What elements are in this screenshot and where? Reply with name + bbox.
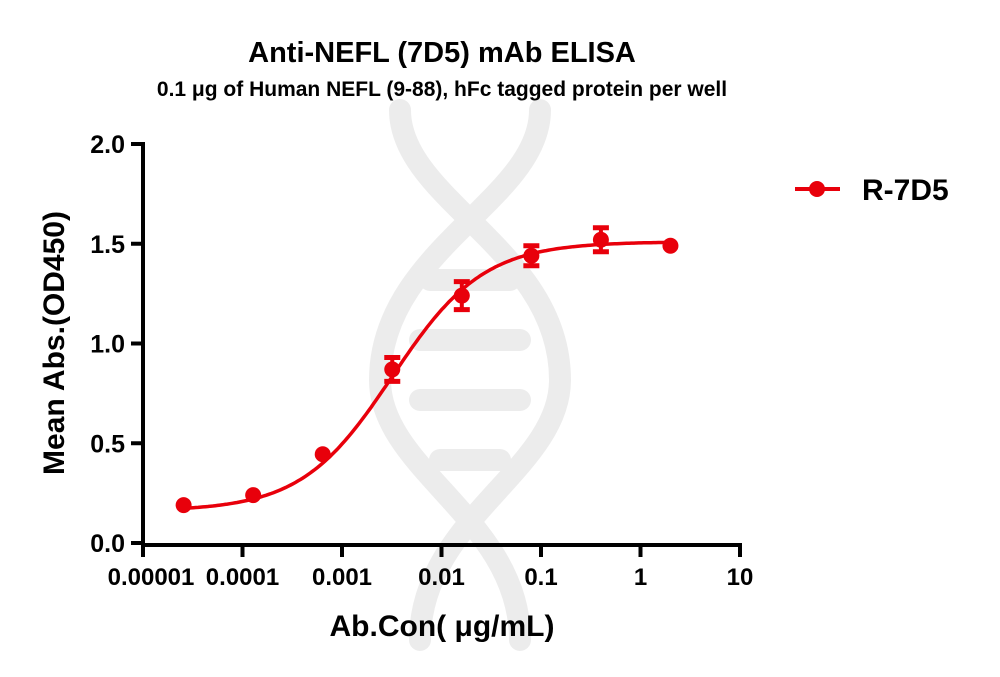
y-tick-label: 1.0	[90, 331, 125, 359]
x-tick-label: 0.0001	[206, 564, 279, 591]
legend-label: R-7D5	[862, 174, 949, 207]
x-tick-label: 0.1	[524, 564, 557, 591]
x-tick-label: 10	[727, 564, 754, 591]
fit-curve	[183, 240, 671, 511]
x-axis-label: Ab.Con( μg/mL)	[330, 610, 555, 643]
y-axis-label: Mean Abs.(OD450)	[38, 211, 71, 475]
x-tick-label: 0.001	[312, 564, 372, 591]
data-point	[523, 247, 540, 264]
legend-marker	[809, 181, 825, 197]
y-tick-label: 1.5	[90, 231, 125, 259]
data-point	[245, 487, 262, 504]
legend: R-7D5	[795, 174, 949, 207]
data-point	[453, 287, 470, 304]
y-tick-label: 0.0	[90, 530, 125, 558]
data-point	[592, 231, 609, 248]
x-tick-label: 0.00001	[108, 564, 195, 591]
x-tick-label: 1	[634, 564, 647, 591]
chart-subtitle: 0.1 μg of Human NEFL (9-88), hFc tagged …	[157, 78, 727, 101]
data-point	[175, 497, 192, 514]
data-marks	[175, 225, 679, 514]
axes: 0.0 0.5 1.0 1.5 2.0 0.00001 0.0001 0.001 0.01 0.1…	[90, 131, 753, 591]
data-point	[314, 446, 331, 463]
y-tick-label: 2.0	[90, 131, 125, 159]
watermark	[368, 99, 572, 651]
x-tick-label: 0.01	[418, 564, 465, 591]
data-point	[662, 237, 679, 254]
y-tick-label: 0.5	[90, 430, 125, 458]
chart-title: Anti-NEFL (7D5) mAb ELISA	[248, 37, 636, 69]
data-point	[384, 361, 401, 378]
